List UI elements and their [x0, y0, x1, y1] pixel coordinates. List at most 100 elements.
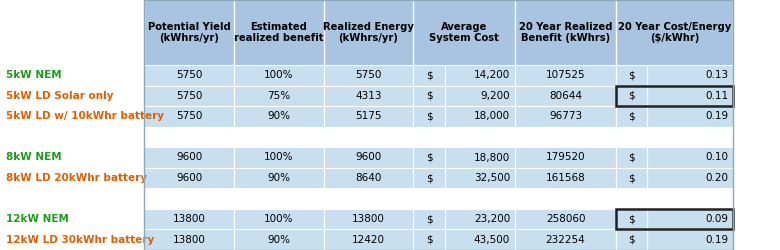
Bar [234, 0, 324, 65]
Bar [616, 209, 647, 230]
Text: 80644: 80644 [549, 91, 582, 101]
Bar [445, 127, 515, 147]
Bar [616, 209, 733, 230]
Text: 100%: 100% [264, 70, 293, 80]
Bar [515, 209, 616, 230]
Text: 9600: 9600 [176, 152, 202, 162]
Text: 12kW LD 30kWhr battery: 12kW LD 30kWhr battery [6, 235, 154, 245]
Text: $: $ [426, 214, 432, 224]
Bar [144, 127, 234, 147]
Bar [647, 147, 733, 168]
Text: 107525: 107525 [546, 70, 585, 80]
Text: 258060: 258060 [546, 214, 585, 224]
Text: 96773: 96773 [549, 112, 582, 122]
Text: $: $ [629, 112, 635, 122]
Bar [413, 147, 445, 168]
Bar [413, 168, 445, 188]
Bar [144, 86, 234, 106]
Bar [234, 188, 324, 209]
Bar [0, 0, 144, 65]
Text: 13800: 13800 [172, 235, 206, 245]
Bar [445, 65, 515, 86]
Bar [515, 86, 616, 106]
Bar [515, 65, 616, 86]
Bar [413, 230, 445, 250]
Bar [647, 168, 733, 188]
Bar [144, 147, 234, 168]
Bar [445, 106, 515, 127]
Text: 161568: 161568 [546, 173, 585, 183]
Text: 43,500: 43,500 [474, 235, 510, 245]
Text: 0.11: 0.11 [705, 91, 729, 101]
Bar [144, 230, 234, 250]
Bar [445, 147, 515, 168]
Text: 0.20: 0.20 [706, 173, 729, 183]
Text: 14,200: 14,200 [474, 70, 510, 80]
Text: 0.19: 0.19 [705, 112, 729, 122]
Text: 12kW NEM: 12kW NEM [6, 214, 69, 224]
Bar [0, 230, 144, 250]
Text: $: $ [426, 235, 432, 245]
Text: $: $ [629, 91, 635, 101]
Bar [515, 147, 616, 168]
Bar [616, 147, 647, 168]
Text: $: $ [426, 173, 432, 183]
Text: 90%: 90% [268, 235, 290, 245]
Bar [144, 168, 234, 188]
Bar [647, 106, 733, 127]
Bar [445, 188, 515, 209]
Bar [445, 86, 515, 106]
Text: 4313: 4313 [356, 91, 381, 101]
Text: Realized Energy
(kWhrs/yr): Realized Energy (kWhrs/yr) [323, 22, 414, 43]
Text: 18,800: 18,800 [474, 152, 510, 162]
Bar [445, 168, 515, 188]
Bar [616, 188, 647, 209]
Bar [324, 106, 413, 127]
Bar [413, 65, 445, 86]
Text: 232254: 232254 [546, 235, 585, 245]
Bar [616, 86, 733, 106]
Bar [616, 0, 733, 65]
Text: 75%: 75% [268, 91, 290, 101]
Bar [324, 147, 413, 168]
Bar [0, 106, 144, 127]
Text: 23,200: 23,200 [474, 214, 510, 224]
Bar [324, 0, 413, 65]
Text: $: $ [426, 112, 432, 122]
Bar [144, 188, 234, 209]
Text: Estimated
realized benefit: Estimated realized benefit [234, 22, 324, 43]
Text: $: $ [426, 152, 432, 162]
Text: 179520: 179520 [546, 152, 585, 162]
Bar [616, 86, 647, 106]
Bar [515, 106, 616, 127]
Bar [647, 230, 733, 250]
Text: 9,200: 9,200 [480, 91, 510, 101]
Bar [144, 0, 234, 65]
Bar [144, 65, 234, 86]
Text: $: $ [629, 235, 635, 245]
Text: 0.19: 0.19 [705, 235, 729, 245]
Text: 90%: 90% [268, 173, 290, 183]
Bar [324, 65, 413, 86]
Bar [616, 65, 647, 86]
Bar [144, 0, 733, 250]
Text: $: $ [629, 152, 635, 162]
Text: 5kW LD w/ 10kWhr battery: 5kW LD w/ 10kWhr battery [6, 112, 165, 122]
Text: $: $ [629, 70, 635, 80]
Bar [445, 230, 515, 250]
Bar [616, 168, 647, 188]
Text: 13800: 13800 [352, 214, 385, 224]
Text: 5750: 5750 [176, 112, 202, 122]
Bar [324, 127, 413, 147]
Text: 0.09: 0.09 [706, 214, 729, 224]
Bar [234, 168, 324, 188]
Bar [0, 168, 144, 188]
Text: 8640: 8640 [356, 173, 381, 183]
Text: $: $ [426, 70, 432, 80]
Bar [445, 209, 515, 230]
Text: Potential Yield
(kWhrs/yr): Potential Yield (kWhrs/yr) [147, 22, 231, 43]
Bar [234, 86, 324, 106]
Bar [0, 65, 144, 86]
Bar [515, 0, 616, 65]
Text: 8kW NEM: 8kW NEM [6, 152, 62, 162]
